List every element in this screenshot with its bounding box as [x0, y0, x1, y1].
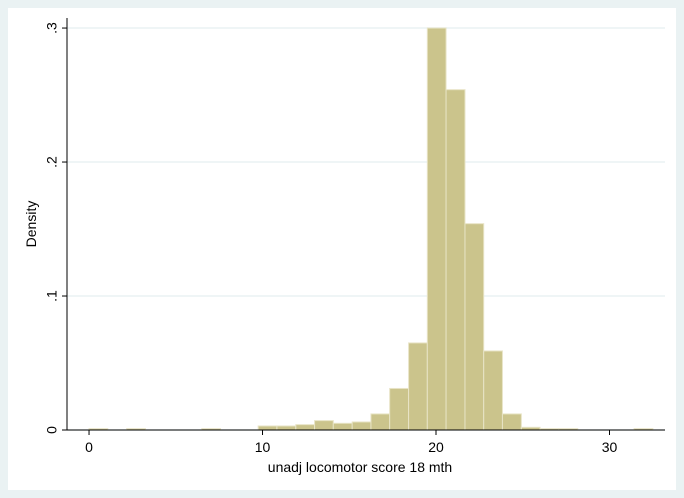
y-tick-label: .1: [44, 290, 60, 302]
x-tick-label: 0: [85, 439, 93, 455]
x-axis-label: unadj locomotor score 18 mth: [268, 459, 452, 475]
bar: [295, 424, 316, 431]
y-tick-label: .2: [44, 156, 60, 168]
bar: [257, 425, 278, 431]
bar: [332, 422, 353, 431]
y-tick-label: .3: [44, 22, 60, 34]
bar: [276, 425, 297, 431]
bar: [445, 89, 466, 431]
bar: [351, 421, 372, 431]
y-axis-label: Density: [23, 201, 39, 248]
bar: [370, 413, 391, 431]
x-tick-label: 10: [255, 439, 271, 455]
y-tick-label: 0: [44, 426, 60, 434]
bar: [464, 223, 485, 431]
bar: [483, 350, 503, 431]
plot-background: [8, 8, 676, 490]
bar: [408, 342, 428, 431]
bar: [501, 413, 522, 431]
x-tick-label: 20: [428, 439, 444, 455]
bar: [314, 420, 334, 431]
bar: [389, 387, 410, 431]
x-tick-label: 30: [602, 439, 618, 455]
bar: [426, 27, 447, 431]
